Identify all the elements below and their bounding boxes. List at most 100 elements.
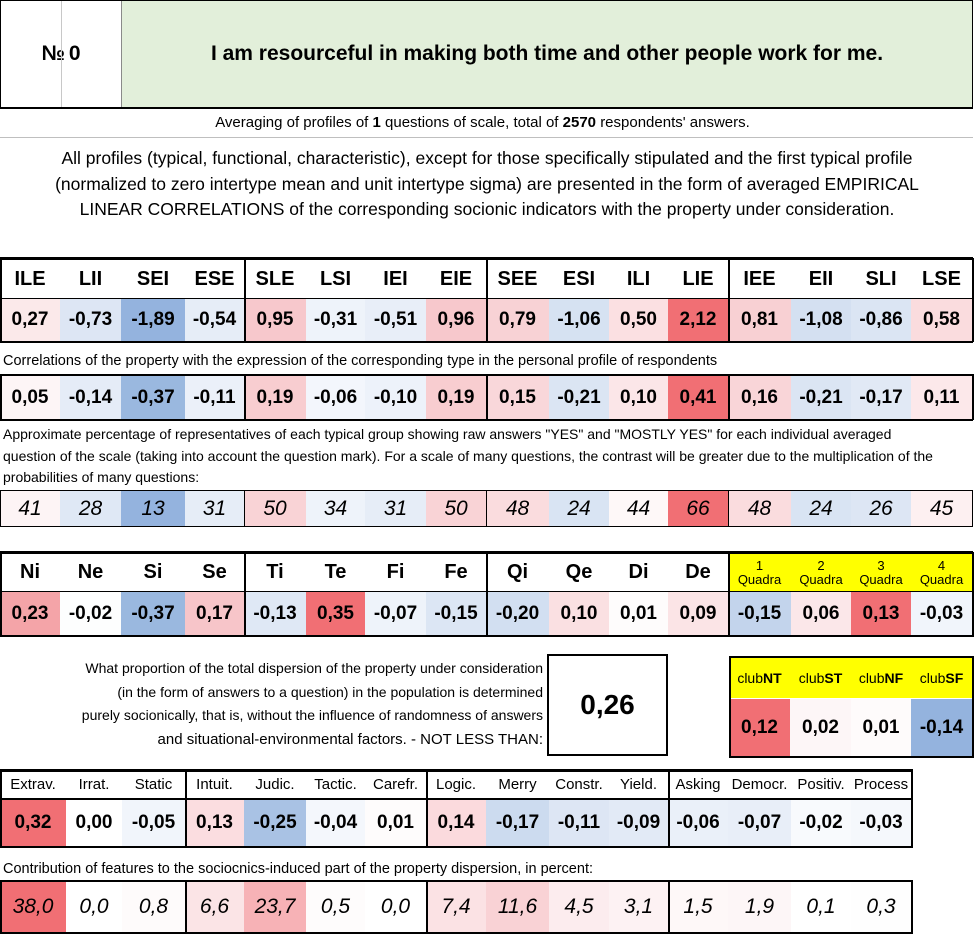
trait-contribution-7: 0,0 xyxy=(365,882,426,932)
trait-value-2: 0,00 xyxy=(66,800,122,846)
type-header-LII: LII xyxy=(78,267,103,290)
trait-contribution-13: 1,9 xyxy=(728,882,791,932)
grid-line xyxy=(911,770,913,848)
quadra-header-3: 3 Quadra xyxy=(851,554,911,591)
type-correlation-LIE: 0,41 xyxy=(668,376,728,419)
function-header-Qi: Qi xyxy=(506,561,529,583)
type-percentage-IEE: 48 xyxy=(728,491,791,526)
trait-header-11: Yield. xyxy=(620,776,657,793)
grid-line xyxy=(244,374,246,420)
function-header-Te: Te xyxy=(324,561,347,583)
grid-line xyxy=(486,258,488,342)
function-value-Qi: -0,20 xyxy=(486,592,549,635)
type-correlation-SEE: 0,15 xyxy=(486,376,549,419)
trait-contribution-1: 38,0 xyxy=(0,882,66,932)
grid-line xyxy=(0,341,973,343)
grid-line xyxy=(0,770,2,848)
type-percentage-LSI: 34 xyxy=(306,491,365,526)
type-header-SEI: SEI xyxy=(136,267,170,290)
type-profile-LSE: 0,58 xyxy=(911,299,972,341)
type-correlation-LSE: 0,11 xyxy=(911,376,972,419)
type-profile-SEI: -1,89 xyxy=(121,299,185,341)
club-suffix: NF xyxy=(884,670,904,686)
trait-contribution-10: 4,5 xyxy=(549,882,609,932)
trait-contribution-9: 11,6 xyxy=(486,882,549,932)
type-correlation-SLI: -0,17 xyxy=(851,376,911,419)
grid-line xyxy=(244,552,246,637)
correlation-caption: Correlations of the property with the ex… xyxy=(3,353,718,369)
type-correlation-LSI: -0,06 xyxy=(306,376,365,419)
function-header-Di: Di xyxy=(628,561,649,583)
type-percentage-EIE: 50 xyxy=(426,491,486,526)
type-profile-LII: -0,73 xyxy=(60,299,121,341)
number-cell: № 0 xyxy=(1,1,122,107)
grid-line xyxy=(972,656,974,758)
quadra-number: 2 xyxy=(817,557,825,573)
trait-header-13: Democr. xyxy=(731,776,788,793)
club-suffix: ST xyxy=(824,670,843,686)
quadra-word: Quadra xyxy=(859,571,903,587)
trait-contribution-8: 7,4 xyxy=(426,882,486,932)
grid-line xyxy=(0,932,913,934)
trait-value-8: 0,14 xyxy=(426,800,486,846)
trait-value-9: -0,17 xyxy=(486,800,549,846)
function-value-Di: 0,01 xyxy=(609,592,668,635)
trait-contribution-4: 6,6 xyxy=(185,882,244,932)
club-value-ST: 0,02 xyxy=(790,699,851,756)
dispersion-line-1: What proportion of the total dispersion … xyxy=(85,660,543,676)
grid-line xyxy=(185,770,187,848)
grid-line xyxy=(244,258,246,342)
trait-header-15: Process xyxy=(853,776,909,793)
club-suffix: NT xyxy=(763,670,782,686)
dispersion-value: 0,26 xyxy=(547,654,668,756)
type-correlation-ESE: -0,11 xyxy=(185,376,244,419)
type-profile-SLE: 0,95 xyxy=(244,299,306,341)
trait-header-8: Logic. xyxy=(435,776,477,793)
question-cell: I am resourceful in making both time and… xyxy=(122,1,972,107)
trait-contribution-12: 1,5 xyxy=(668,882,728,932)
club-prefix: club xyxy=(919,670,946,686)
trait-header-5: Judic. xyxy=(255,776,295,793)
trait-value-4: 0,13 xyxy=(185,800,244,846)
trait-header-6: Tactic. xyxy=(314,776,357,793)
type-profile-EII: -1,08 xyxy=(791,299,851,341)
grid-line xyxy=(0,258,2,342)
grid-line xyxy=(972,552,974,637)
type-profile-SLI: -0,86 xyxy=(851,299,911,341)
club-value-NF: 0,01 xyxy=(851,699,911,756)
trait-value-10: -0,11 xyxy=(549,800,609,846)
function-header-Se: Se xyxy=(202,561,227,583)
grid-line xyxy=(486,552,488,637)
type-profile-ILI: 0,50 xyxy=(609,299,668,341)
trait-header-12: Asking xyxy=(675,776,721,793)
type-profile-IEI: -0,51 xyxy=(365,299,426,341)
quadra-value-1: -0,15 xyxy=(728,592,791,635)
grid-line xyxy=(185,880,187,934)
grid-line xyxy=(668,880,670,934)
grid-line xyxy=(0,769,913,772)
grid-line xyxy=(0,552,2,637)
type-correlation-ESI: -0,21 xyxy=(549,376,609,419)
type-header-EIE: EIE xyxy=(439,267,473,290)
answer-count: 2570 xyxy=(562,114,597,131)
type-correlation-IEE: 0,16 xyxy=(728,376,791,419)
type-header-ESI: ESI xyxy=(562,267,596,290)
grid-line xyxy=(728,490,729,527)
trait-value-3: -0,05 xyxy=(122,800,185,846)
intro-paragraph: All profiles (typical, functional, chara… xyxy=(55,148,919,219)
grid-line xyxy=(668,770,670,848)
trait-header-7: Carefr. xyxy=(372,776,418,793)
type-percentage-SLE: 50 xyxy=(244,491,306,526)
grid-line xyxy=(426,770,428,848)
averaging-prefix: Averaging of profiles of xyxy=(215,114,369,131)
quadra-header-4: 4 Quadra xyxy=(911,554,972,591)
trait-header-14: Positiv. xyxy=(797,776,845,793)
type-correlation-ILI: 0,10 xyxy=(609,376,668,419)
trait-contribution-6: 0,5 xyxy=(306,882,365,932)
grid-line xyxy=(486,374,488,420)
grid-line xyxy=(0,880,2,934)
type-header-LIE: LIE xyxy=(682,267,714,290)
type-correlation-EII: -0,21 xyxy=(791,376,851,419)
trait-contribution-2: 0,0 xyxy=(66,882,122,932)
type-percentage-LII: 28 xyxy=(60,491,121,526)
